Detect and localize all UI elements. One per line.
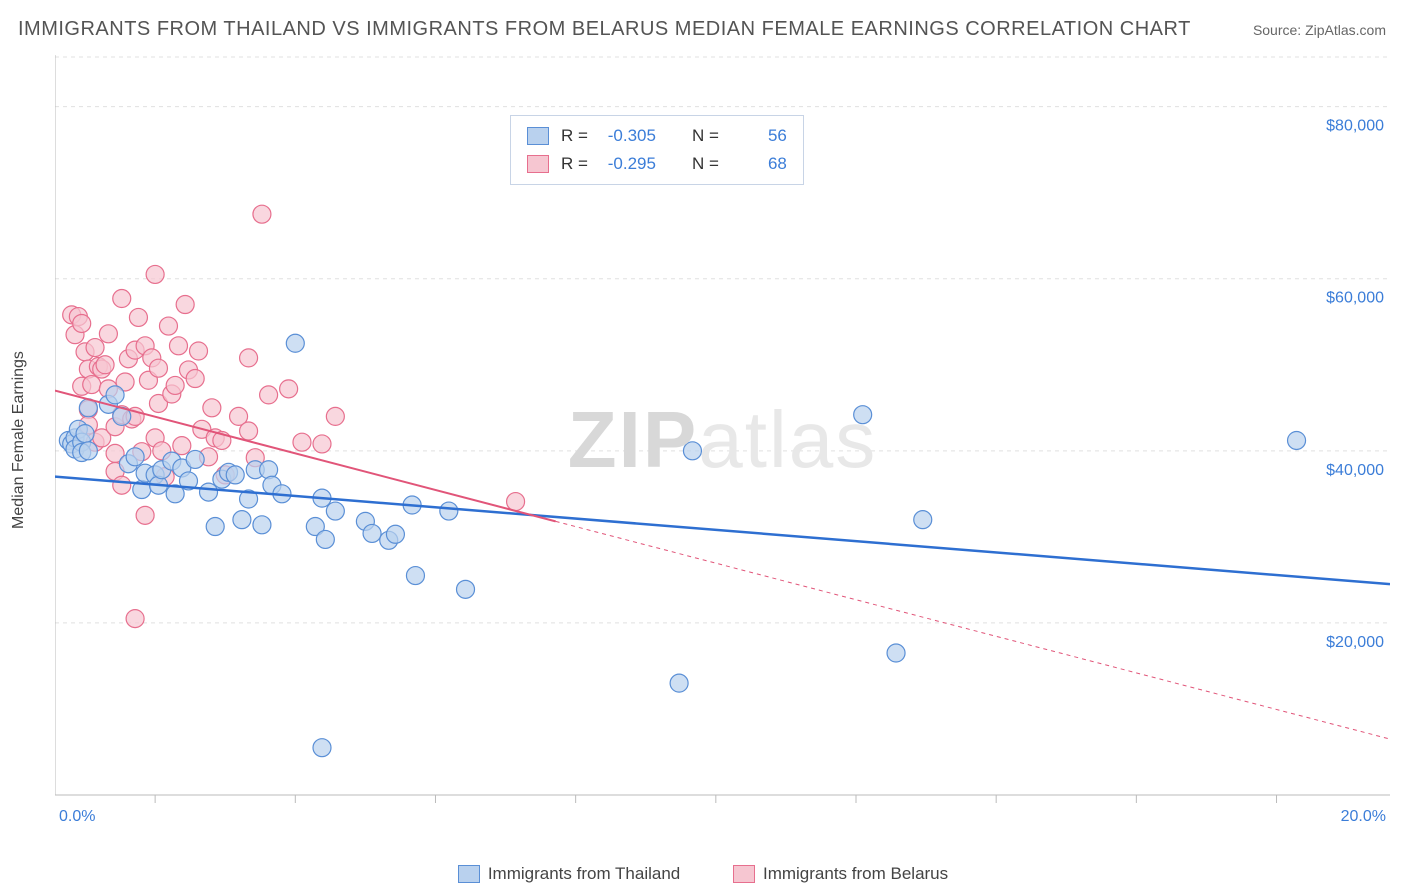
- legend-item-belarus: Immigrants from Belarus: [733, 864, 948, 884]
- chart-title: IMMIGRANTS FROM THAILAND VS IMMIGRANTS F…: [18, 18, 1191, 41]
- source-label: Source:: [1253, 22, 1305, 38]
- r-label: R =: [561, 150, 588, 178]
- n-value-belarus: 68: [731, 150, 787, 178]
- n-label: N =: [692, 122, 719, 150]
- svg-text:20.0%: 20.0%: [1341, 808, 1386, 825]
- swatch-belarus: [733, 865, 755, 883]
- n-label: N =: [692, 150, 719, 178]
- svg-text:0.0%: 0.0%: [59, 808, 95, 825]
- swatch-thailand: [527, 127, 549, 145]
- svg-text:$20,000: $20,000: [1326, 634, 1384, 651]
- y-axis-label: Median Female Earnings: [10, 351, 28, 529]
- svg-text:$80,000: $80,000: [1326, 118, 1384, 135]
- svg-text:$40,000: $40,000: [1326, 462, 1384, 479]
- legend-label-belarus: Immigrants from Belarus: [763, 864, 948, 884]
- chart-area: $20,000$40,000$60,000$80,0000.0%20.0% ZI…: [55, 55, 1390, 825]
- swatch-thailand: [458, 865, 480, 883]
- svg-text:$60,000: $60,000: [1326, 290, 1384, 307]
- swatch-belarus: [527, 155, 549, 173]
- r-value-thailand: -0.305: [600, 122, 656, 150]
- n-value-thailand: 56: [731, 122, 787, 150]
- stats-row-belarus: R = -0.295 N = 68: [527, 150, 787, 178]
- r-value-belarus: -0.295: [600, 150, 656, 178]
- legend-item-thailand: Immigrants from Thailand: [458, 864, 680, 884]
- source-attribution: Source: ZipAtlas.com: [1253, 22, 1386, 38]
- stats-row-thailand: R = -0.305 N = 56: [527, 122, 787, 150]
- r-label: R =: [561, 122, 588, 150]
- bottom-legend: Immigrants from Thailand Immigrants from…: [0, 864, 1406, 888]
- stats-legend: R = -0.305 N = 56 R = -0.295 N = 68: [510, 115, 804, 185]
- source-value: ZipAtlas.com: [1305, 22, 1386, 38]
- legend-label-thailand: Immigrants from Thailand: [488, 864, 680, 884]
